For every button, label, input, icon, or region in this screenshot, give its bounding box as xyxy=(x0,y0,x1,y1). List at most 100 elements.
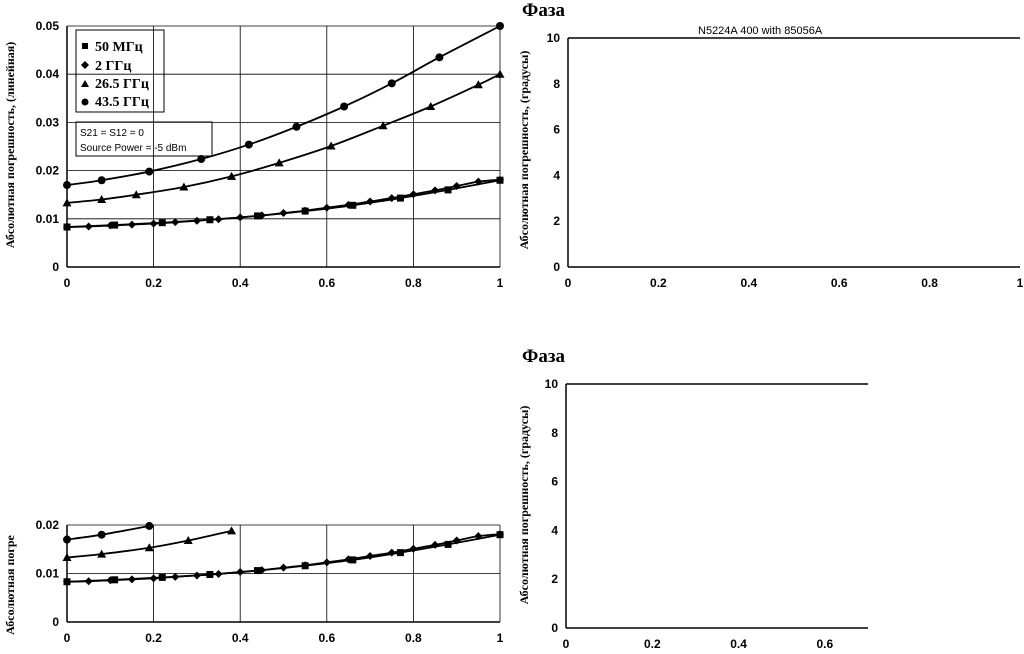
diamond-marker xyxy=(322,203,331,212)
triangle-marker xyxy=(97,195,107,204)
diamond-marker-icon xyxy=(81,61,89,69)
circle-marker xyxy=(496,22,504,30)
plot-area: 0 0.01 0.02 0.03 0.04 0.05 0 0.2 0.4 0.6 0.8 1 xyxy=(36,19,505,290)
diamond-marker xyxy=(387,548,396,557)
y-tick-label: 0.02 xyxy=(36,518,60,532)
circle-marker xyxy=(244,140,253,149)
x-tick-label: 0.4 xyxy=(232,276,249,290)
diamond-marker xyxy=(236,213,245,222)
annotation-line: S21 = S12 = 0 xyxy=(80,128,144,139)
legend-label: 2 ГГц xyxy=(95,59,131,74)
diamond-marker xyxy=(171,218,180,227)
legend-item: 2 ГГц xyxy=(81,59,131,74)
series-line xyxy=(66,525,150,541)
x-tick-label: 0.8 xyxy=(921,276,938,290)
diamond-marker xyxy=(106,576,115,585)
series-group xyxy=(63,530,504,586)
triangle-marker xyxy=(183,536,193,545)
y-tick-label: 0.05 xyxy=(36,19,60,33)
y-tick-label: 2 xyxy=(551,572,558,586)
triangle-marker-icon xyxy=(81,80,89,87)
circle-marker xyxy=(435,53,444,62)
y-tick-label: 0.01 xyxy=(36,212,60,226)
x-tick-label: 0.2 xyxy=(650,276,667,290)
square-marker xyxy=(444,540,452,548)
x-tick-label: 0.8 xyxy=(405,631,422,645)
triangle-marker xyxy=(97,549,107,558)
x-tick-label: 0 xyxy=(64,631,71,645)
triangle-marker xyxy=(227,526,237,535)
x-tick-label: 1 xyxy=(497,276,504,290)
triangle-marker xyxy=(274,158,284,167)
circle-marker xyxy=(97,530,106,539)
y-axis-label: Абсолютная погрешность, (градусы) xyxy=(517,51,531,250)
y-tick-label: 0 xyxy=(52,260,59,274)
circle-marker xyxy=(292,122,301,131)
square-marker-icon xyxy=(82,43,88,49)
y-tick-label: 0.01 xyxy=(36,567,60,581)
x-tick-label: 0.4 xyxy=(232,631,249,645)
series-group xyxy=(62,69,505,207)
diamond-marker xyxy=(496,175,504,184)
diamond-marker xyxy=(366,552,375,561)
diamond-marker xyxy=(496,530,504,539)
y-tick-label: 2 xyxy=(553,214,560,228)
y-tick-label: 8 xyxy=(551,426,558,440)
plot-area: 0 0.01 0.02 0 0.2 0.4 0.6 0.8 1 xyxy=(36,518,504,645)
diamond-marker xyxy=(214,215,223,224)
diamond-marker xyxy=(431,540,440,549)
square-marker xyxy=(396,194,404,202)
y-tick-label: 0.03 xyxy=(36,115,60,129)
diamond-marker xyxy=(63,222,71,231)
x-tick-label: 0.4 xyxy=(730,637,747,651)
diamond-marker xyxy=(127,220,136,229)
x-tick-label: 0.4 xyxy=(740,276,757,290)
y-tick-label: 6 xyxy=(551,475,558,489)
legend: 50 МГц 2 ГГц 26.5 ГГц 43.5 ГГц xyxy=(75,29,165,113)
diamond-marker xyxy=(366,197,375,206)
annotation-box: S21 = S12 = 0 Source Power = -5 dBm xyxy=(75,121,213,157)
panel-phase-top: Фаза N5224A 400 with 85056A Абсолютная п… xyxy=(517,0,1024,290)
x-tick-label: 0.2 xyxy=(644,637,661,651)
circle-marker xyxy=(145,167,154,176)
diamond-marker xyxy=(214,569,223,578)
y-axis-label: Абсолютная погрешность, (градусы) xyxy=(517,406,531,605)
diamond-marker xyxy=(192,216,201,225)
y-tick-label: 8 xyxy=(553,77,560,91)
triangle-marker xyxy=(227,171,237,180)
series-group xyxy=(63,531,504,586)
legend-item: 43.5 ГГц xyxy=(81,95,149,110)
y-tick-label: 0.02 xyxy=(36,164,60,178)
y-tick-label: 4 xyxy=(553,168,560,182)
diamond-marker xyxy=(106,221,115,230)
diamond-marker xyxy=(84,222,93,231)
diamond-marker xyxy=(279,563,288,572)
circle-marker xyxy=(387,79,396,88)
y-axis-label: Абсолютная погрешность, (линейная) xyxy=(3,42,17,248)
diamond-marker xyxy=(301,561,310,570)
x-tick-label: 0.6 xyxy=(318,276,335,290)
diamond-marker xyxy=(474,532,483,541)
x-tick-label: 0 xyxy=(565,276,572,290)
circle-marker xyxy=(340,102,349,111)
plot-area: 0 2 4 6 8 10 0 0.2 0.4 0.6 0.8 1 xyxy=(547,31,1024,290)
panel-heading: Фаза xyxy=(522,346,565,367)
triangle-marker xyxy=(62,198,72,207)
triangle-marker xyxy=(378,121,388,130)
x-tick-label: 1 xyxy=(497,631,504,645)
annotation-frame xyxy=(75,121,213,157)
x-tick-label: 0.6 xyxy=(318,631,335,645)
plot-area: 0 2 4 6 8 10 0 0.2 0.4 0.6 xyxy=(545,377,868,651)
circle-marker xyxy=(197,155,206,164)
panel-phase-bottom: Фаза Абсолютная погрешность, (градусы) 0… xyxy=(517,346,868,651)
diamond-marker xyxy=(344,555,353,564)
triangle-marker xyxy=(473,80,483,89)
square-marker xyxy=(349,201,357,209)
diamond-marker xyxy=(409,190,418,199)
series-group xyxy=(63,22,504,190)
panel-magnitude-top: Абсолютная погрешность, (линейная) 50 МГ… xyxy=(3,19,505,290)
y-tick-label: 0.04 xyxy=(36,67,60,81)
circle-marker xyxy=(145,521,154,530)
diamond-marker xyxy=(171,572,180,581)
